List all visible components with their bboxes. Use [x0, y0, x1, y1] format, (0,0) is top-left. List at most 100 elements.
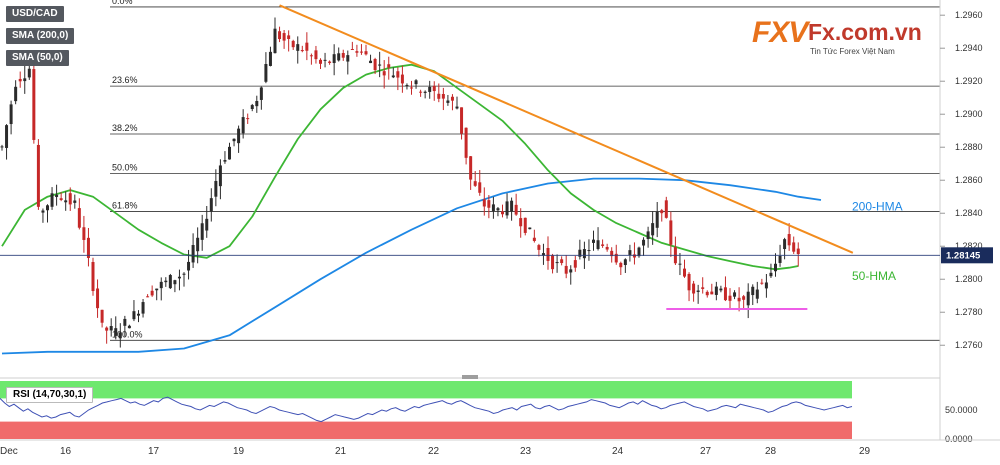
- candle-body: [555, 262, 559, 264]
- current-price-value: 1.28145: [946, 250, 981, 261]
- time-axis: Dec 16 17 19 21 22 23 24 27 28 29: [0, 439, 1000, 457]
- candle-body: [0, 146, 4, 148]
- hma-annotation: 50-HMA: [852, 269, 896, 283]
- candle-body: [569, 269, 573, 273]
- hma-200-line: [1, 177, 822, 355]
- candle-body: [632, 254, 636, 258]
- hma-200-layer: [1, 177, 822, 355]
- price-tick-label: 1.2840: [955, 208, 983, 218]
- candle-body: [605, 246, 609, 250]
- candle-body: [705, 291, 709, 296]
- candle-body: [246, 118, 250, 120]
- candle-body: [123, 318, 127, 326]
- candle-body: [514, 204, 518, 215]
- candle-body: [36, 144, 40, 207]
- candle-body: [510, 200, 514, 212]
- candle-body: [642, 239, 646, 246]
- candle-body: [241, 117, 245, 134]
- candle-body: [733, 292, 737, 297]
- candle-body: [18, 78, 22, 82]
- symbol-label[interactable]: USD/CAD: [6, 6, 64, 22]
- candle-body: [264, 64, 268, 82]
- candle-body: [623, 259, 627, 266]
- candle-body: [187, 261, 191, 271]
- candle-body: [296, 44, 300, 51]
- candle-body: [164, 280, 168, 283]
- candle-body: [432, 85, 436, 92]
- time-tick-label: 19: [233, 446, 245, 457]
- candle-body: [218, 165, 222, 187]
- candle-body: [478, 182, 482, 193]
- candle-body: [359, 51, 363, 53]
- candle-body: [109, 326, 113, 331]
- candle-body: [610, 250, 614, 257]
- time-tick-label: 21: [335, 446, 347, 457]
- candle-body: [396, 71, 400, 78]
- time-tick-label: 16: [60, 446, 72, 457]
- trendline-layer: 200-HMA 50-HMA: [279, 4, 903, 310]
- candle-body: [505, 201, 509, 216]
- candle-body: [55, 194, 59, 198]
- candle-body: [27, 68, 31, 78]
- candle-body: [551, 255, 555, 270]
- candle-body: [787, 234, 791, 246]
- candle-body: [82, 227, 86, 240]
- candle-body: [755, 289, 759, 299]
- candle-body: [719, 288, 723, 291]
- price-tick-label: 1.2860: [955, 175, 983, 185]
- time-tick-label: 29: [859, 446, 871, 457]
- candle-body: [541, 253, 545, 256]
- candle-body: [792, 242, 796, 252]
- candle-body: [32, 69, 36, 140]
- candle-body: [118, 332, 122, 339]
- candle-body: [150, 290, 154, 296]
- candle-body: [341, 52, 345, 58]
- candle-body: [696, 290, 700, 292]
- candle-body: [68, 193, 72, 205]
- candle-body: [46, 205, 49, 211]
- candle-body: [209, 198, 213, 212]
- candle-body: [350, 49, 354, 51]
- candle-body: [414, 80, 418, 85]
- candle-body: [710, 291, 714, 295]
- candle-body: [487, 200, 491, 208]
- candle-body: [546, 248, 550, 261]
- candle-body: [783, 239, 787, 250]
- candle-body: [355, 51, 359, 53]
- candle-body: [73, 200, 77, 203]
- fibonacci-levels: 0.0% 23.6% 38.2% 50.0% 61.8% 100.0%: [110, 0, 940, 341]
- candle-body: [228, 146, 231, 160]
- candle-body: [614, 253, 618, 263]
- candle-body: [573, 260, 577, 268]
- candle-body: [751, 286, 755, 296]
- time-tick-label: 17: [148, 446, 160, 457]
- rsi-label[interactable]: RSI (14,70,30,1): [6, 387, 94, 403]
- candle-body: [382, 71, 386, 76]
- candle-body: [337, 53, 341, 61]
- time-tick-label: Dec: [0, 446, 18, 457]
- candle-body: [64, 200, 68, 203]
- candle-body: [455, 106, 459, 109]
- candle-body: [391, 75, 395, 78]
- candle-body: [501, 211, 504, 215]
- candle-body: [564, 265, 568, 274]
- price-tick-label: 1.2900: [955, 109, 983, 119]
- sma200-label[interactable]: SMA (200,0): [6, 28, 75, 44]
- candle-body: [601, 244, 605, 246]
- candle-body: [173, 280, 177, 285]
- candle-body: [660, 210, 664, 214]
- price-tick-label: 1.2800: [955, 274, 983, 284]
- candle-body: [237, 128, 241, 144]
- price-tick-label: 1.2880: [955, 142, 983, 152]
- candle-body: [177, 276, 181, 279]
- trendline: [279, 4, 854, 254]
- candle-body: [387, 64, 391, 68]
- candle-body: [364, 51, 368, 55]
- sma50-label[interactable]: SMA (50,0): [6, 50, 69, 66]
- price-tick-label: 1.2780: [955, 307, 983, 317]
- brand-subtitle: Tin Tức Forex Việt Nam: [810, 47, 895, 56]
- rsi-tick-label: 0.0000: [945, 434, 973, 444]
- time-tick-label: 27: [700, 446, 712, 457]
- candle-body: [77, 208, 81, 228]
